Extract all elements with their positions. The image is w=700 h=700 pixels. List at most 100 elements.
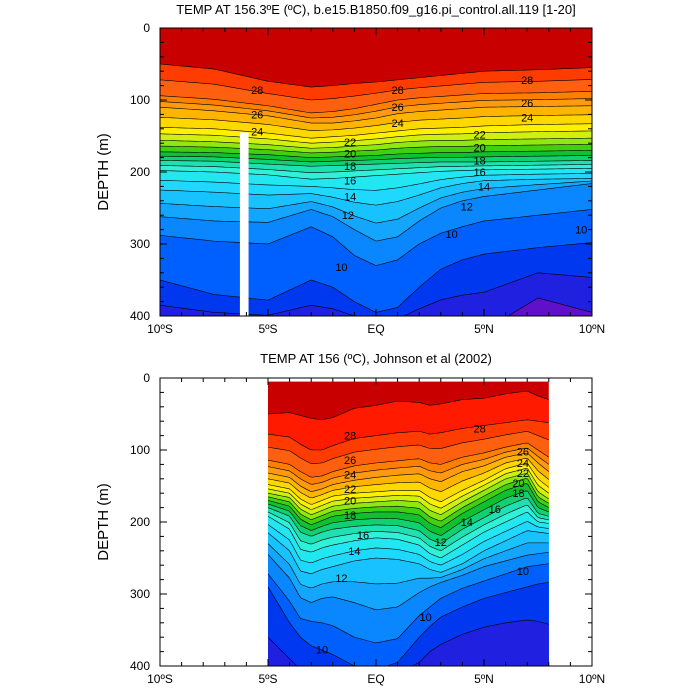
contour-label: 28	[344, 431, 356, 443]
contour-label: 10	[517, 566, 529, 578]
contour-line	[267, 473, 549, 515]
x-tick-label: 10ºN	[579, 672, 605, 686]
contour-line	[267, 582, 549, 666]
contour-line	[160, 178, 592, 206]
contour-label: 12	[461, 202, 473, 214]
y-tick-label: 300	[130, 587, 150, 601]
contour-line	[267, 619, 549, 666]
contour-label: 18	[474, 155, 486, 167]
contour-line	[267, 483, 549, 528]
y-tick-label: 100	[130, 443, 150, 457]
contour-label: 16	[357, 530, 369, 542]
contour-line	[267, 512, 549, 559]
contour-line	[267, 542, 549, 589]
contour-line	[267, 497, 549, 544]
contour-label: 26	[517, 446, 529, 458]
x-tick-label: 10ºS	[147, 322, 173, 336]
contour-line	[160, 272, 592, 316]
contour-line	[267, 452, 549, 492]
contour-line	[160, 173, 592, 191]
contour-label: 16	[489, 504, 501, 516]
y-tick-label: 200	[130, 515, 150, 529]
contour-line	[267, 478, 549, 522]
contour-line	[267, 463, 549, 505]
x-tick-label: 5ºS	[258, 322, 277, 336]
contour-label: 24	[521, 112, 533, 124]
contour-band	[268, 619, 549, 666]
contour-line	[160, 168, 592, 180]
contour-line	[267, 390, 549, 421]
x-tick-label: EQ	[367, 672, 384, 686]
contour-label: 24	[517, 458, 529, 470]
contour-line	[267, 447, 549, 485]
x-tick-label: EQ	[367, 322, 384, 336]
contour-line	[507, 297, 592, 316]
x-axis: 10ºS 5ºS EQ 5ºN 10ºN	[147, 28, 605, 336]
y-tick-label: 0	[143, 371, 150, 385]
contour-line	[160, 155, 592, 163]
contour-label: 22	[344, 137, 356, 149]
contour-label: 28	[474, 423, 486, 435]
contour-label: 14	[461, 517, 473, 529]
contour-line	[160, 114, 592, 131]
contour-label: 12	[342, 210, 354, 222]
contour-line	[160, 209, 592, 266]
contour-label: 14	[478, 181, 490, 193]
contour-line	[160, 91, 592, 114]
contour-line	[160, 160, 592, 167]
contour-line	[160, 164, 592, 174]
contour-label: 10	[335, 262, 347, 274]
contour-line	[160, 79, 592, 101]
y-tick-label: 400	[130, 659, 150, 673]
y-axis: 0 100 200 300 400	[130, 371, 592, 673]
contour-line	[160, 150, 592, 158]
y-tick-label: 200	[130, 165, 150, 179]
contour-label: 18	[512, 488, 524, 500]
contour-label: 24	[251, 127, 263, 139]
contour-label: 22	[517, 468, 529, 480]
contour-label: 22	[474, 130, 486, 142]
contour-label: 26	[251, 109, 263, 121]
contour-label: 22	[344, 484, 356, 496]
contour-line	[267, 442, 549, 478]
contour-label: 10	[316, 644, 328, 656]
x-tick-label: 5ºN	[474, 672, 494, 686]
contour-label: 28	[391, 85, 403, 97]
contour-label: 28	[251, 85, 263, 97]
panel-bottom: 2828262624242222202018181616141412121010…	[95, 351, 605, 686]
contour-band	[160, 272, 592, 316]
contour-line	[160, 63, 592, 88]
contour-label: 24	[344, 469, 356, 481]
contour-line	[267, 419, 549, 451]
contour-line	[160, 98, 592, 119]
x-tick-label: 5ºN	[474, 322, 494, 336]
contour-line	[267, 458, 549, 499]
contour-line	[160, 137, 592, 149]
contour-line	[160, 105, 592, 124]
contour-line	[267, 505, 549, 551]
contour-line	[267, 490, 549, 536]
contour-label: 20	[512, 478, 524, 490]
contour-field: 2828262624242222202018181616141412121010…	[267, 381, 549, 666]
contour-line	[267, 521, 549, 566]
chart-title: TEMP AT 156.3ºE (ºC), b.e15.B1850.f09_g1…	[176, 2, 576, 17]
contour-label: 24	[391, 118, 403, 130]
contour-label: 20	[344, 495, 356, 507]
contour-line	[160, 123, 592, 139]
contour-line	[160, 130, 592, 144]
contour-label: 26	[521, 98, 533, 110]
contour-line	[267, 563, 549, 644]
contour-line	[160, 180, 592, 224]
missing-data-strip	[239, 132, 249, 316]
contour-label: 10	[575, 225, 587, 237]
contour-label: 26	[391, 102, 403, 114]
contour-label: 28	[521, 75, 533, 87]
contour-label: 12	[435, 537, 447, 549]
y-tick-label: 400	[130, 309, 150, 323]
y-axis-label: DEPTH (m)	[95, 483, 112, 561]
contour-label: 14	[344, 191, 356, 203]
y-tick-label: 100	[130, 93, 150, 107]
